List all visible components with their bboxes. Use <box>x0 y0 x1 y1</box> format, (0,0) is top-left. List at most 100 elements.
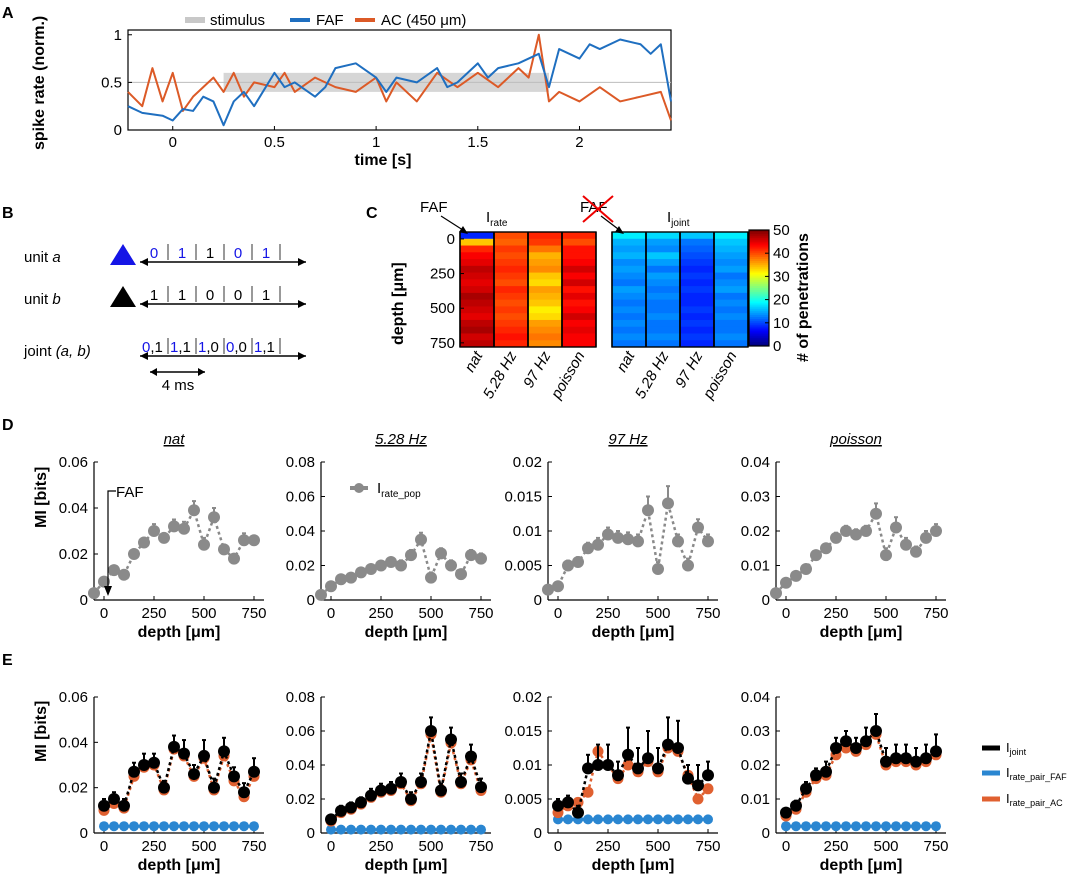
bit-value: 0 <box>206 287 214 304</box>
panel-e3: 0 0.005 0.01 0.015 0.02 0 250 500 750 depth [μm] <box>504 689 720 874</box>
series-pair-faf-point <box>811 821 821 832</box>
series-rate-pop-point <box>702 535 714 548</box>
x-tick-label: 0 <box>100 605 108 622</box>
heatmap-rate-cell <box>528 333 563 341</box>
heatmap-rate-cell <box>562 279 597 287</box>
heatmap-rate-cell <box>528 259 563 267</box>
series-rate-pop-point <box>455 568 467 581</box>
heatmap-rate-cell <box>460 272 495 280</box>
series-joint-point <box>682 772 694 785</box>
y-tick-label: 0 <box>762 825 770 842</box>
heatmap-rate-cell <box>494 306 529 314</box>
series-rate-pop-point <box>612 531 624 544</box>
heatmap-rate-cell <box>460 292 495 301</box>
scale-bar-left-arrow-icon <box>150 368 157 376</box>
heatmap-rate-cell <box>562 265 597 274</box>
heatmap-joint-cell <box>680 340 715 348</box>
heatmap-rate-cell <box>562 272 597 280</box>
colorbar-segment <box>749 230 769 233</box>
colorbar-segment <box>749 257 769 260</box>
heatmap-joint-cell <box>612 306 647 314</box>
heatmap-ylabel: depth [μm] <box>390 262 407 345</box>
heatmap-joint-cell <box>646 292 681 301</box>
series-joint-point <box>238 786 250 799</box>
colorbar-segment <box>749 272 769 275</box>
heatmap-joint-xlabel: 5.28 Hz <box>632 348 673 402</box>
heatmap-rate-cell <box>528 292 563 301</box>
joint-bit-pair: 1,1 <box>170 339 191 356</box>
heatmap-rate-cell <box>562 232 597 240</box>
series-rate-pop-point <box>158 531 170 544</box>
panel-e4: 0 0.01 0.02 0.03 0.04 0 250 500 750 depth [μm] <box>741 689 949 874</box>
heatmap-rate-cell <box>460 326 495 334</box>
colorbar-segment <box>749 318 769 322</box>
y-tick-label: 0 <box>534 592 542 609</box>
heatmap-joint-cell <box>646 326 681 334</box>
x-tick-label: 500 <box>645 605 670 622</box>
y-tick-label: 0.02 <box>513 454 542 471</box>
series-joint-point <box>425 725 437 737</box>
heatmap-rate-cell <box>528 319 563 328</box>
colorbar-segment <box>749 239 769 243</box>
series-rate-pop-point <box>602 528 614 541</box>
colorbar-segment <box>749 266 769 270</box>
series-rate-pop-point <box>445 559 457 572</box>
series-rate-pop-point <box>385 556 397 569</box>
panel-d1: 0 0.02 0.04 0.06 0 250 500 750 depth [μm] nat <box>59 431 267 641</box>
x-axis-label: depth [μm] <box>820 624 903 641</box>
heatmap-joint-cell <box>714 313 749 321</box>
heatmap-joint-cell <box>714 306 749 314</box>
subplot-title: poisson <box>829 431 882 448</box>
series-pair-faf-point <box>593 814 603 825</box>
x-tick-label: 250 <box>595 838 620 855</box>
heatmap-joint-cell <box>612 265 647 274</box>
panel-a-ticks: 0 0.5 1 1.5 2 0 0.5 1 <box>101 27 584 151</box>
colorbar-segment <box>749 270 769 274</box>
colorbar-segment <box>749 342 769 345</box>
series-pair-faf-point <box>229 821 239 832</box>
series-rate-pop-point <box>355 566 367 579</box>
colorbar-segment <box>749 324 769 328</box>
heatmap-joint-cell <box>612 252 647 260</box>
series-joint-point <box>375 784 387 797</box>
series-rate-pop-point <box>870 507 882 520</box>
heatmap-joint-cell <box>646 299 681 307</box>
heatmap-joint-cell <box>680 292 715 301</box>
heatmap-joint-cell <box>612 319 647 328</box>
heatmap-rate-cell <box>562 292 597 301</box>
panel-a-xtick-label: 1 <box>372 134 380 151</box>
colorbar-segment <box>749 336 769 339</box>
heatmap-joint-cell <box>714 245 749 253</box>
y-tick-label: 0.005 <box>504 791 542 808</box>
series-rate-pop-point <box>198 538 210 551</box>
colorbar-tick-label: 10 <box>773 315 790 332</box>
heatmap-rate-cell <box>528 313 563 321</box>
series-rate-pop-point <box>910 545 922 558</box>
series-pair-faf-point <box>563 814 573 825</box>
series-pair-faf-point <box>693 814 703 825</box>
series-pair-faf-point <box>336 824 346 835</box>
series-rate-pop-point <box>88 587 100 600</box>
panel-d-faf-arrow <box>107 490 116 590</box>
series-rate-pop-point <box>890 521 902 534</box>
joint-bit-part: ,1 <box>262 339 275 356</box>
series-joint-point <box>108 793 120 805</box>
series-pair-faf-point <box>99 821 109 832</box>
series-pair-faf-point <box>356 824 366 835</box>
series-pair-faf-point <box>643 814 653 825</box>
panel-e1: 0 0.02 0.04 0.06 0 250 500 750 depth [μm] <box>59 689 267 874</box>
joint-bit-part: 1 <box>254 339 262 356</box>
legend-label-stimulus: stimulus <box>210 12 265 29</box>
panel-a-ytick-label: 0 <box>114 122 122 139</box>
colorbar-segment <box>749 245 769 248</box>
heatmap-rate-cell <box>494 232 529 240</box>
faf-cross-line-2 <box>582 195 614 223</box>
heatmap-joint-cell <box>646 265 681 274</box>
colorbar-segment <box>749 328 769 332</box>
series-joint-point <box>138 759 150 771</box>
series-joint-point <box>552 799 564 812</box>
series-rate-pop-point <box>682 559 694 572</box>
joint-bit-part: ,0 <box>206 339 219 356</box>
series-rate-pop-point <box>315 588 327 601</box>
